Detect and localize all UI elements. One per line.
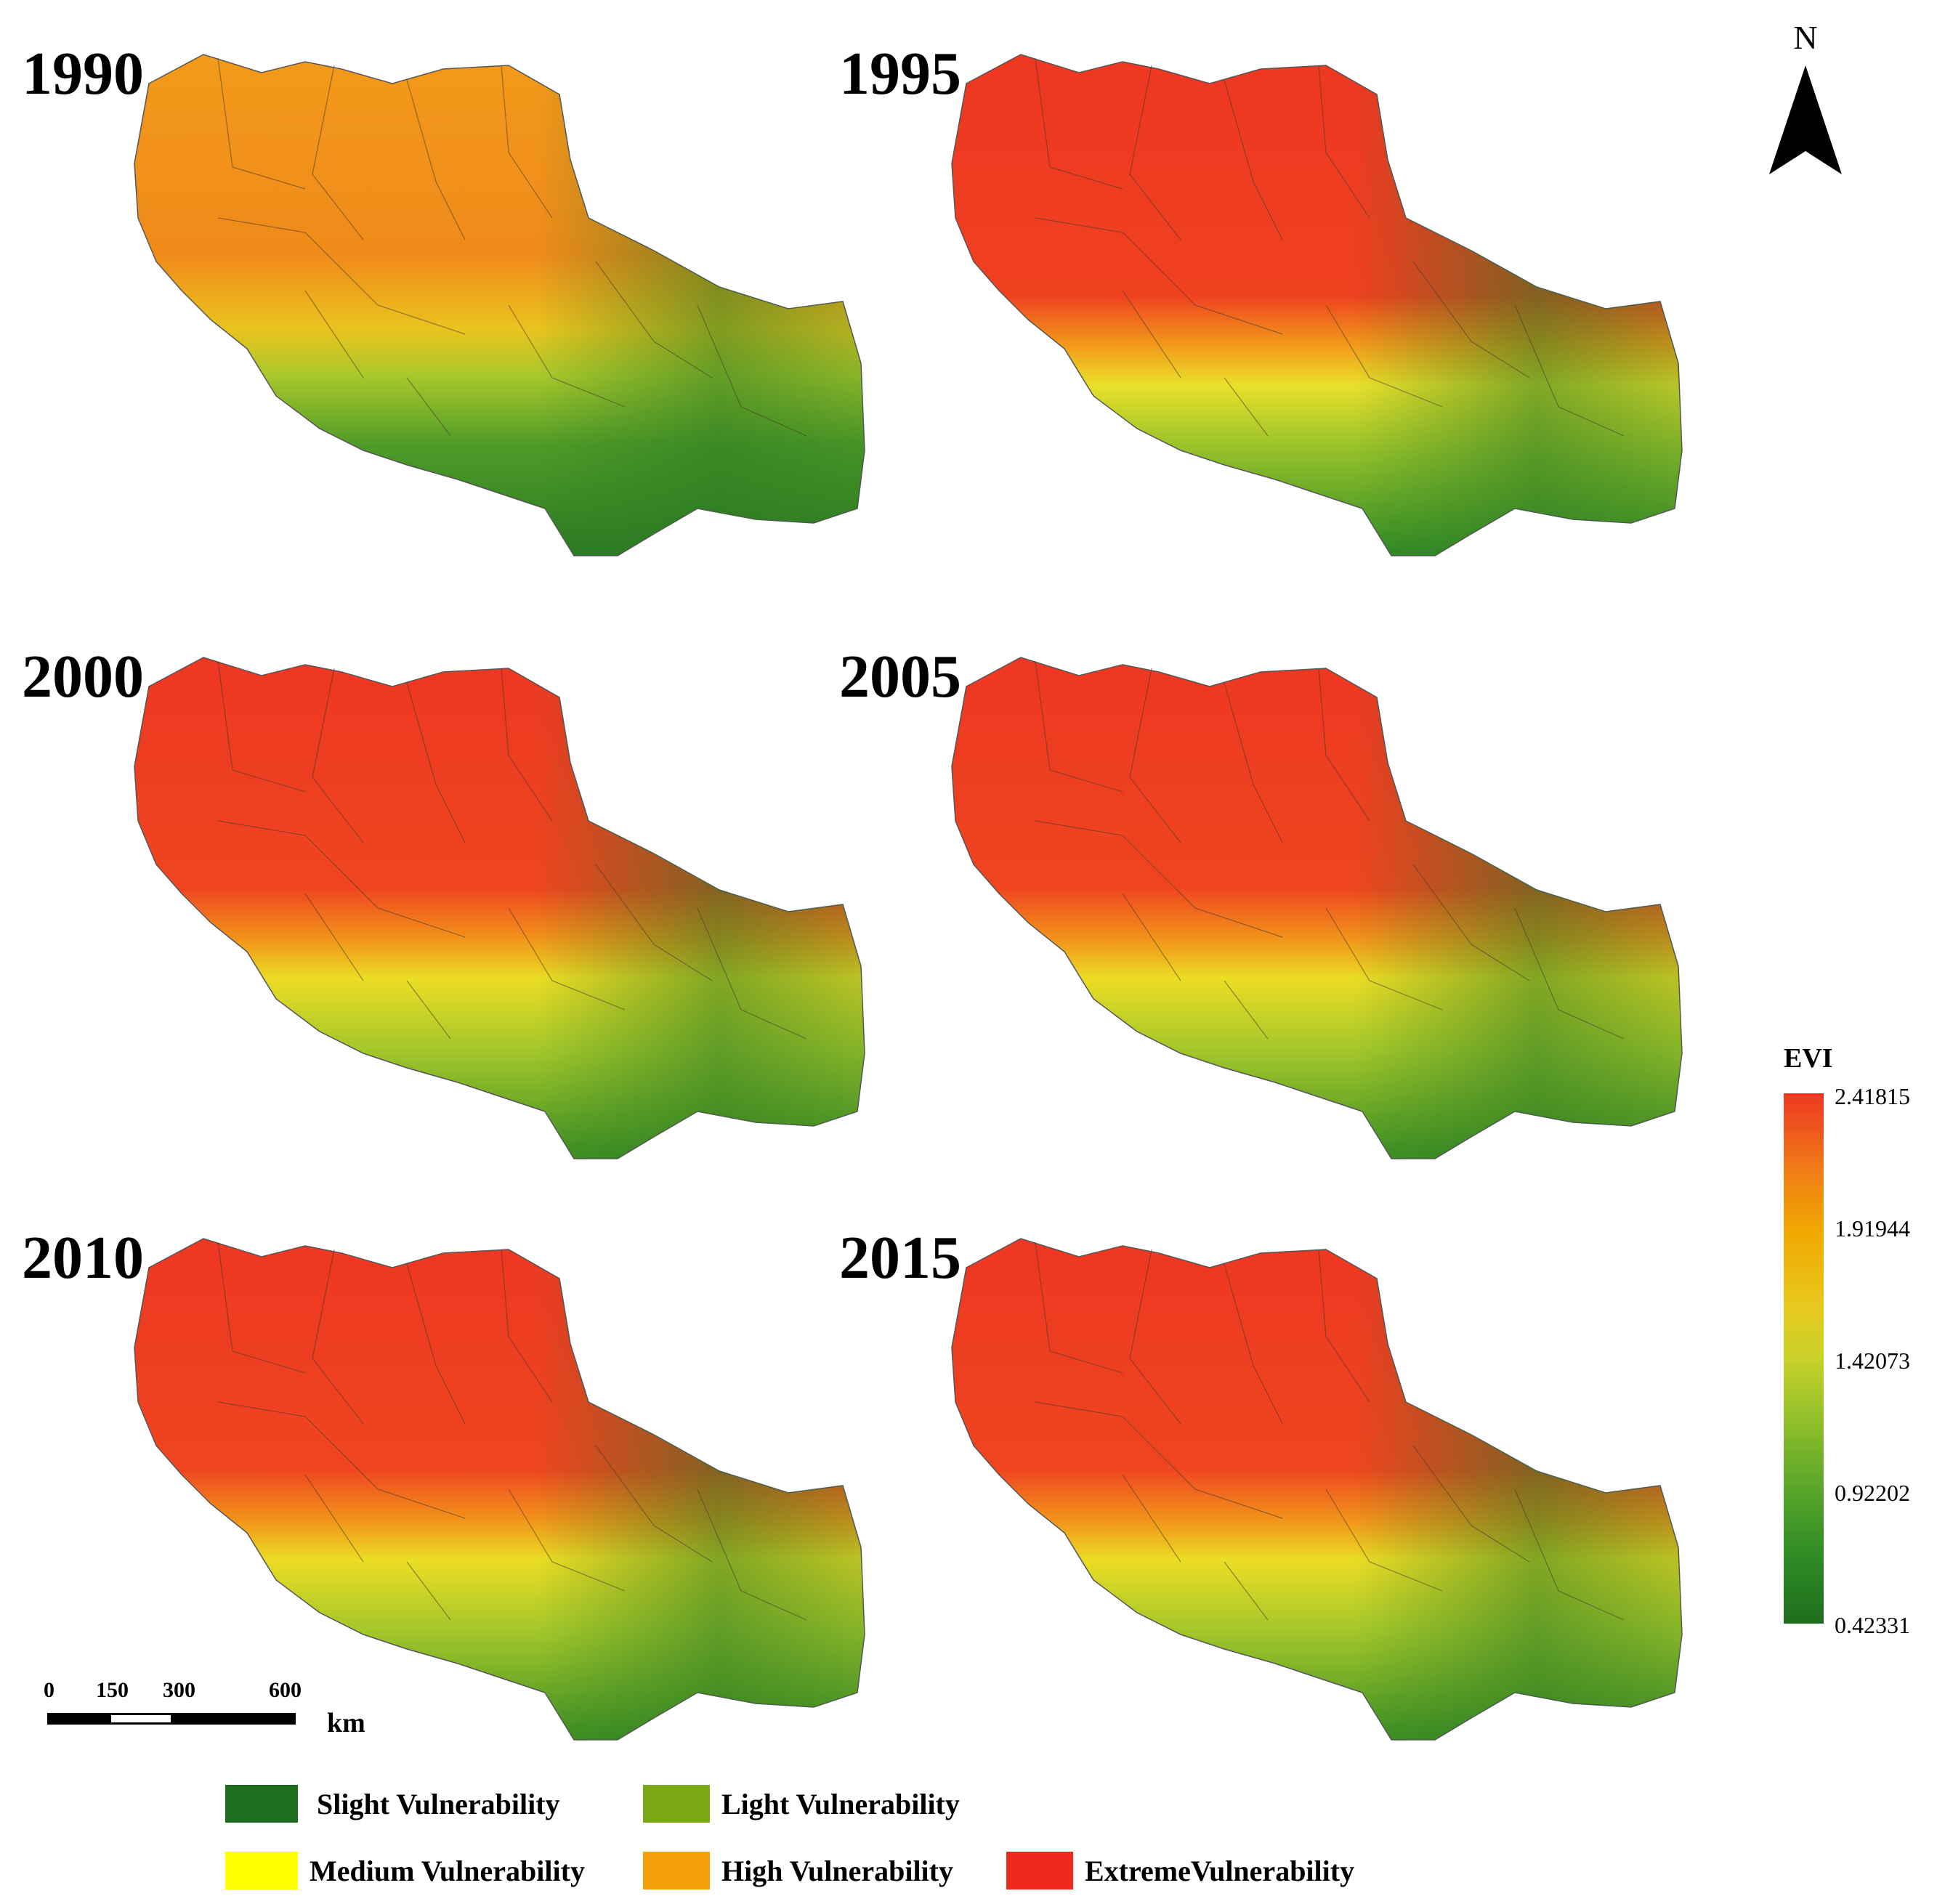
scale-bar: 0 150 300 600 km [44, 1678, 407, 1751]
vulnerability-map-1990 [134, 54, 865, 556]
legend-item-medium: Medium Vulnerability [225, 1850, 585, 1891]
map-panel-2010: 2010 [22, 1224, 865, 1809]
legend-item-slight: Slight Vulnerability [225, 1783, 560, 1824]
north-letter: N [1793, 19, 1818, 56]
legend-label: Slight Vulnerability [317, 1787, 560, 1820]
legend-label: Light Vulnerability [721, 1787, 960, 1820]
panel-year-label: 2005 [839, 643, 961, 710]
legend-label: ExtremeVulnerability [1085, 1854, 1355, 1887]
legend-swatch [1006, 1852, 1073, 1889]
vulnerability-map-1995 [951, 54, 1683, 556]
colorbar-tick-label: 2.41815 [1835, 1083, 1910, 1109]
map-panel-2000: 2000 [22, 643, 865, 1228]
colorbar-title: EVI [1784, 1043, 1833, 1074]
map-panel-2005: 2005 [839, 643, 1683, 1228]
region-shading [134, 54, 865, 556]
panel-year-label: 2010 [22, 1224, 144, 1292]
region-shading [952, 657, 1682, 1159]
region-shading [134, 1239, 865, 1740]
legend-item-light: Light Vulnerability [643, 1783, 960, 1824]
vulnerability-legend: Slight Vulnerability Light Vulnerability… [225, 1783, 1460, 1892]
map-panel-1995: 1995 [839, 40, 1683, 625]
vulnerability-map-2000 [134, 657, 865, 1159]
scale-label: 150 [96, 1678, 129, 1702]
panel-year-label: 1995 [839, 40, 961, 108]
scale-segment [171, 1713, 296, 1725]
panel-year-label: 2015 [839, 1224, 961, 1292]
evi-colorbar: EVI 2.41815 1.91944 1.42073 0.92202 0.42… [1784, 1042, 1945, 1638]
map-panel-2015: 2015 [839, 1224, 1683, 1809]
legend-swatch [225, 1785, 298, 1823]
legend-swatch [643, 1852, 710, 1889]
vulnerability-map-2015 [951, 1238, 1683, 1741]
region-shading [952, 1239, 1682, 1740]
scale-label: 0 [44, 1678, 54, 1702]
legend-swatch [643, 1785, 710, 1823]
legend-label: Medium Vulnerability [310, 1854, 585, 1887]
scale-segment [109, 1713, 173, 1725]
scale-segment [47, 1713, 111, 1725]
scale-label: 600 [269, 1678, 302, 1702]
region-shading [134, 657, 865, 1159]
panel-year-label: 2000 [22, 643, 144, 710]
legend-item-high: High Vulnerability [643, 1850, 953, 1891]
region-shading [952, 54, 1682, 556]
panel-year-label: 1990 [22, 40, 144, 108]
legend-item-extreme: ExtremeVulnerability [1006, 1850, 1354, 1891]
colorbar-tick-label: 0.92202 [1835, 1480, 1910, 1506]
north-arrow-icon [1769, 65, 1842, 174]
legend-swatch [225, 1852, 298, 1889]
north-arrow: N [1762, 18, 1849, 185]
colorbar-ramp [1784, 1093, 1824, 1624]
map-panel-1990: 1990 [22, 40, 865, 625]
colorbar-tick-label: 1.42073 [1835, 1348, 1910, 1374]
vulnerability-map-2010 [134, 1238, 865, 1741]
vulnerability-map-2005 [951, 657, 1683, 1159]
colorbar-tick-label: 0.42331 [1835, 1612, 1910, 1638]
scale-unit: km [327, 1708, 365, 1738]
scale-label: 300 [163, 1678, 195, 1702]
legend-label: High Vulnerability [721, 1854, 953, 1887]
colorbar-tick-label: 1.91944 [1835, 1215, 1910, 1241]
